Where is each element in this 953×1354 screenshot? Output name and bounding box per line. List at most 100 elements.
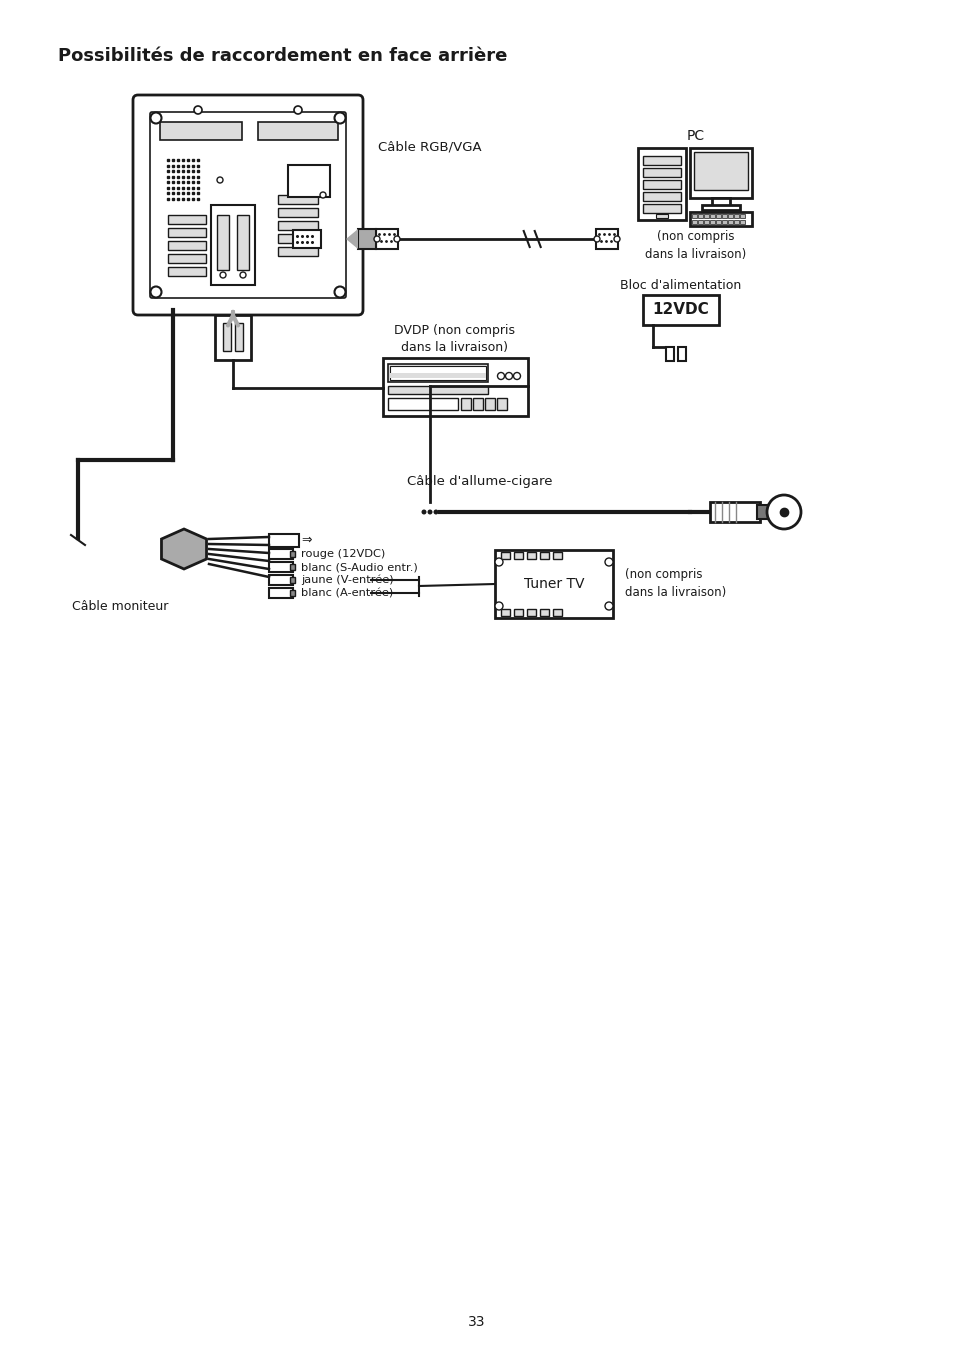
Bar xyxy=(290,565,294,570)
Bar xyxy=(526,552,536,559)
Bar xyxy=(269,562,293,571)
Circle shape xyxy=(421,509,426,515)
Text: jaune (V-entrée): jaune (V-entrée) xyxy=(301,574,394,585)
Bar xyxy=(539,552,548,559)
Circle shape xyxy=(495,558,502,566)
Bar xyxy=(638,148,685,219)
Circle shape xyxy=(604,558,613,566)
Bar xyxy=(269,575,293,585)
Text: 12VDC: 12VDC xyxy=(652,302,709,317)
Bar xyxy=(656,214,667,218)
Bar xyxy=(740,214,744,218)
FancyBboxPatch shape xyxy=(132,95,363,315)
Bar xyxy=(526,609,536,616)
Circle shape xyxy=(433,509,438,515)
Bar xyxy=(642,180,680,190)
Bar xyxy=(234,324,243,351)
Bar xyxy=(703,219,708,223)
Circle shape xyxy=(151,287,161,298)
Bar xyxy=(642,156,680,165)
Bar xyxy=(419,502,439,523)
Circle shape xyxy=(216,177,223,183)
Bar xyxy=(257,122,337,139)
Circle shape xyxy=(394,236,399,242)
Text: rouge (12VDC): rouge (12VDC) xyxy=(301,548,385,559)
Bar xyxy=(277,246,317,256)
Circle shape xyxy=(220,272,226,278)
Circle shape xyxy=(766,496,801,529)
Bar xyxy=(514,609,522,616)
Bar xyxy=(269,533,298,547)
Bar xyxy=(698,214,702,218)
Bar xyxy=(484,398,495,410)
Circle shape xyxy=(513,372,520,379)
Bar xyxy=(290,577,294,584)
Bar xyxy=(733,214,739,218)
Text: Câble moniteur: Câble moniteur xyxy=(71,600,168,613)
Bar xyxy=(223,324,231,351)
Bar xyxy=(168,215,206,223)
Bar xyxy=(553,552,561,559)
Bar xyxy=(214,315,251,360)
Bar xyxy=(757,505,768,519)
Bar xyxy=(168,267,206,276)
Bar xyxy=(709,214,714,218)
Bar xyxy=(168,255,206,263)
Bar xyxy=(390,372,485,378)
Bar xyxy=(716,214,720,218)
Text: Possibilités de raccordement en face arrière: Possibilités de raccordement en face arr… xyxy=(58,47,507,65)
Bar xyxy=(388,386,488,394)
Bar xyxy=(553,609,561,616)
Bar xyxy=(497,398,506,410)
Text: (non compris
dans la livraison): (non compris dans la livraison) xyxy=(644,230,746,261)
Bar xyxy=(693,152,747,190)
Bar xyxy=(382,357,527,416)
Bar xyxy=(539,609,548,616)
Circle shape xyxy=(294,106,302,114)
Polygon shape xyxy=(357,229,375,249)
Bar xyxy=(375,229,397,249)
Text: (non compris
dans la livraison): (non compris dans la livraison) xyxy=(624,567,725,598)
Bar xyxy=(642,204,680,213)
Circle shape xyxy=(335,287,345,298)
Text: ⇒: ⇒ xyxy=(301,533,312,547)
Bar xyxy=(390,366,485,380)
Polygon shape xyxy=(161,529,206,569)
Bar xyxy=(168,241,206,250)
Bar xyxy=(236,215,249,269)
Bar xyxy=(740,219,744,223)
Bar xyxy=(689,148,751,198)
Bar xyxy=(288,165,330,196)
Bar xyxy=(642,168,680,177)
Bar xyxy=(290,590,294,596)
Bar xyxy=(168,227,206,237)
Bar xyxy=(727,219,732,223)
Bar xyxy=(269,548,293,559)
Bar xyxy=(473,398,482,410)
Circle shape xyxy=(151,112,161,123)
Bar xyxy=(269,588,293,598)
Bar xyxy=(596,229,618,249)
Bar xyxy=(711,198,729,206)
Bar xyxy=(691,219,697,223)
Text: Bloc d'alimentation: Bloc d'alimentation xyxy=(619,279,740,292)
Bar xyxy=(721,214,726,218)
Text: Tuner TV: Tuner TV xyxy=(523,577,583,590)
Bar xyxy=(388,398,457,410)
Bar xyxy=(495,550,613,617)
Bar xyxy=(211,204,254,284)
Bar xyxy=(678,347,685,362)
Text: 33: 33 xyxy=(468,1315,485,1330)
Bar xyxy=(709,219,714,223)
Circle shape xyxy=(335,112,345,123)
Bar xyxy=(642,192,680,200)
Bar xyxy=(277,234,317,242)
Circle shape xyxy=(193,106,202,114)
Circle shape xyxy=(497,372,504,379)
Bar xyxy=(701,204,740,210)
Bar xyxy=(500,609,510,616)
Circle shape xyxy=(427,509,432,515)
Text: blanc (S-Audio entr.): blanc (S-Audio entr.) xyxy=(301,562,417,571)
Bar xyxy=(689,213,751,226)
Bar xyxy=(721,219,726,223)
